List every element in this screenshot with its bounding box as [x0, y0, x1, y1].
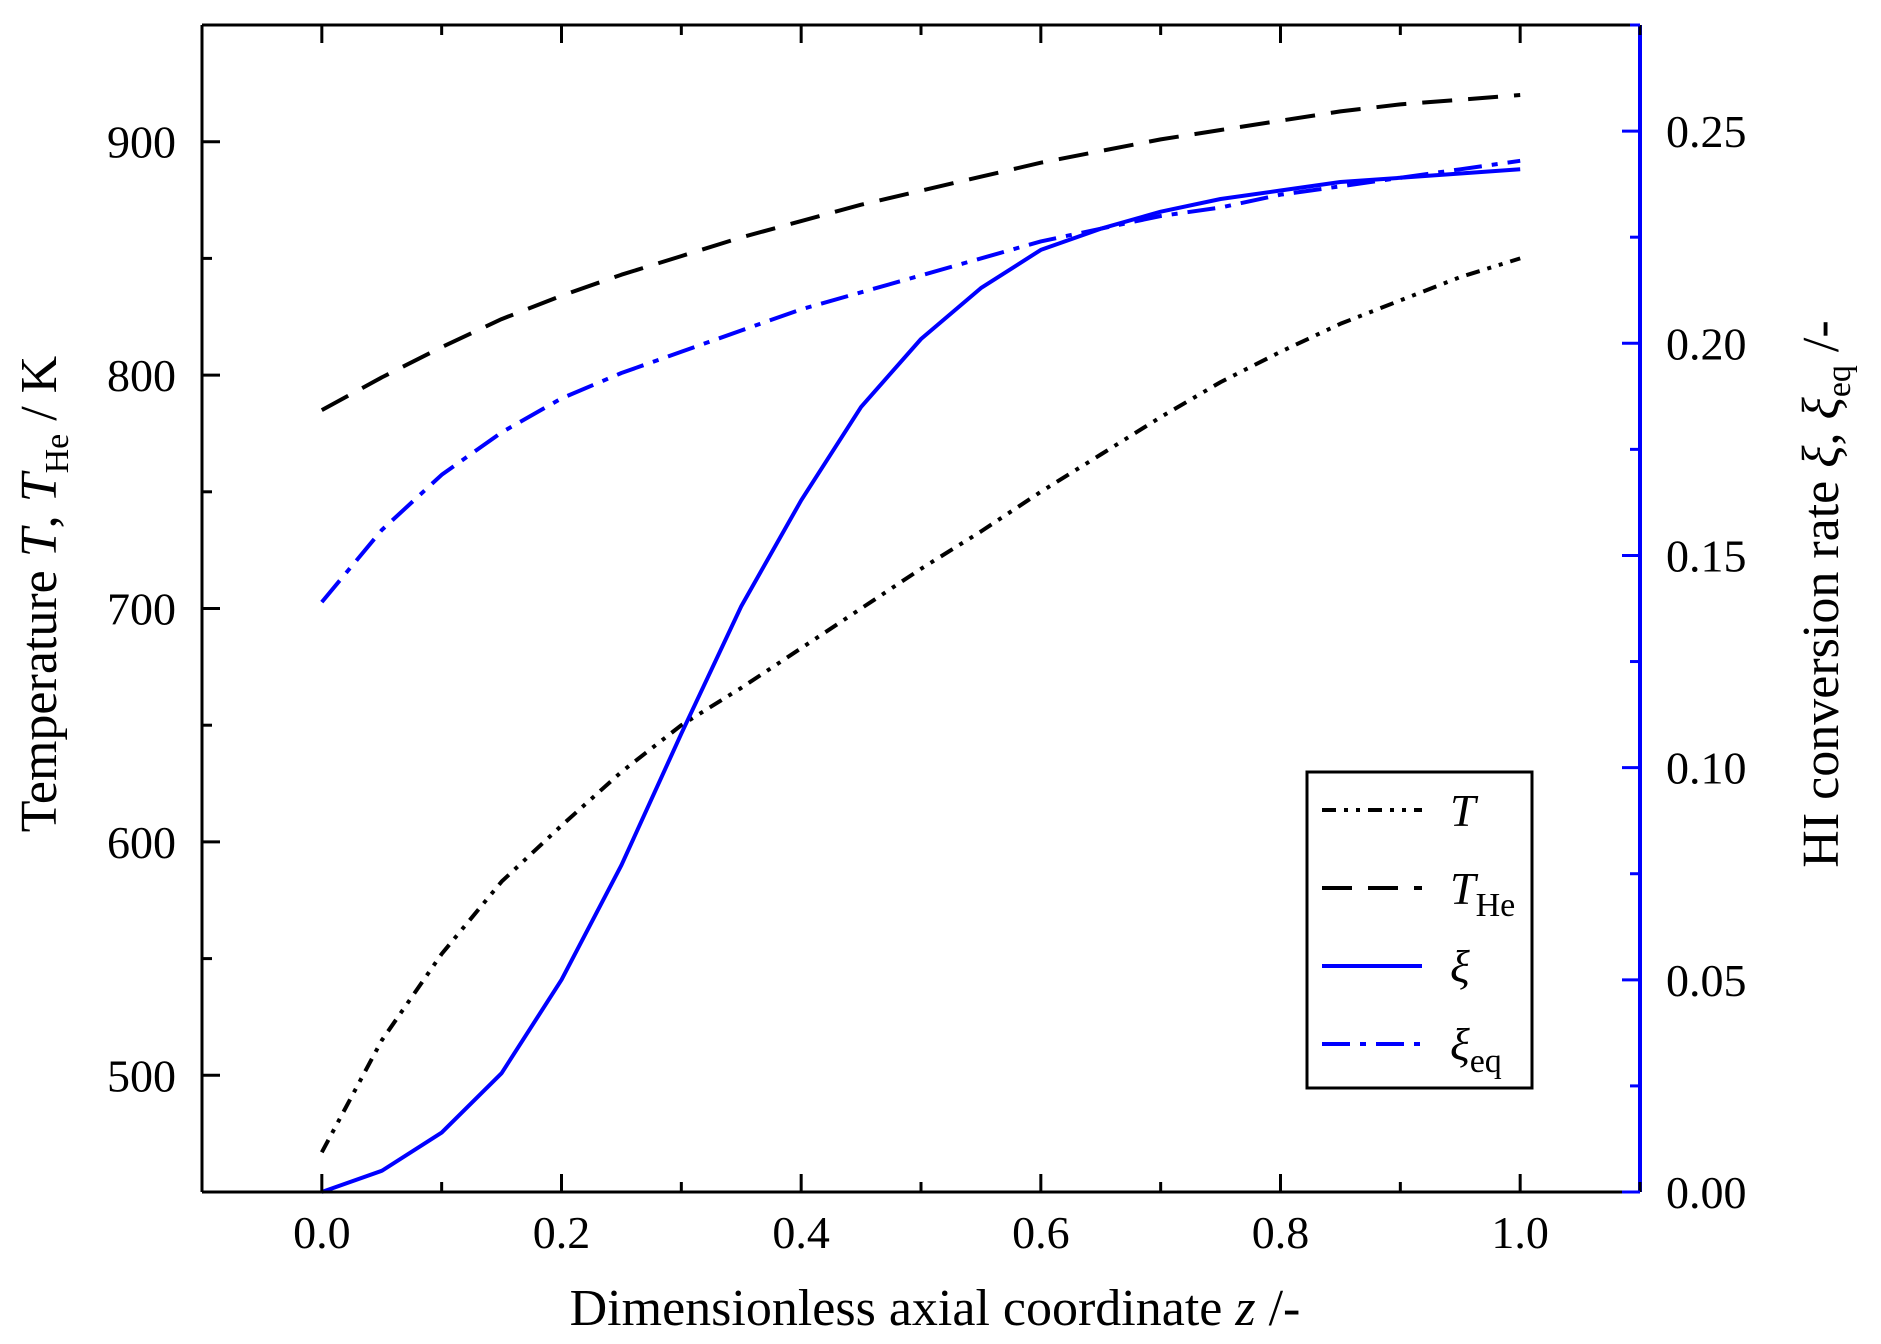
y-left-tick-label: 500 [107, 1050, 176, 1101]
series-line-t [320, 256, 1521, 1154]
legend-label: T [1450, 785, 1479, 836]
axes-layer: 0.0 0.2 0.4 0.6 0.8 1.0 500 600 700 800 900 0.00 0.0… [107, 23, 1747, 1258]
y-left-tick-label: 800 [107, 350, 176, 401]
y-right-tick-label: 0.10 [1666, 743, 1747, 794]
series-line-ξ [321, 167, 1521, 1194]
x-tick-label: 0.6 [1012, 1207, 1070, 1258]
y-left-axis-title: Temperature T, THe / K [11, 355, 76, 832]
x-tick-label: 0.4 [772, 1207, 830, 1258]
series-line-ξ-eq [320, 158, 1521, 604]
y-right-axis-title: HI conversion rate ξ, ξeq /- [1793, 320, 1858, 867]
y-left-tick-label: 700 [107, 584, 176, 635]
x-axis-title: Dimensionless axial coordinate z /- [570, 1280, 1301, 1337]
y-left-tick-label: 600 [107, 817, 176, 868]
series-layer [320, 93, 1521, 1194]
y-right-tick-label: 0.15 [1666, 530, 1747, 581]
legend-label: ξeq [1450, 1019, 1502, 1080]
legend-label: ξ [1450, 941, 1470, 992]
y-right-tick-label: 0.20 [1666, 318, 1747, 369]
x-tick-label: 0.0 [293, 1207, 351, 1258]
legend-box [1305, 770, 1534, 1090]
x-tick-label: 0.8 [1252, 1207, 1310, 1258]
legend: T THe ξ ξeq [1305, 770, 1534, 1090]
y-right-tick-label: 0.00 [1666, 1167, 1747, 1218]
y-left-tick-label: 900 [107, 117, 176, 168]
y-right-tick-label: 0.05 [1666, 955, 1747, 1006]
legend-label: THe [1450, 863, 1515, 924]
x-tick-label: 1.0 [1491, 1207, 1549, 1258]
y-right-tick-label: 0.25 [1666, 106, 1747, 157]
series-line-t-he [320, 93, 1521, 412]
x-tick-label: 0.2 [533, 1207, 591, 1258]
